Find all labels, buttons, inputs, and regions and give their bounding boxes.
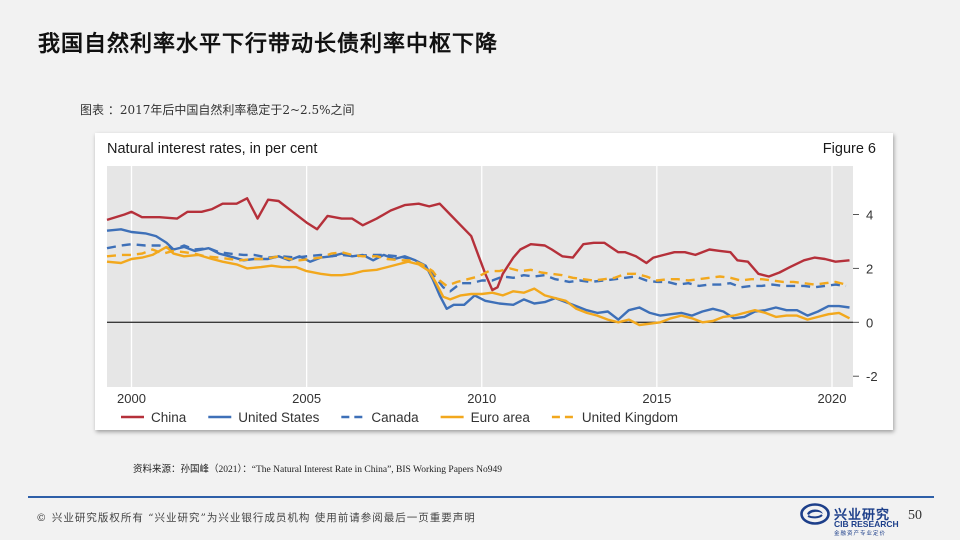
series-line-canada [106,243,847,293]
x-tick-label: 2015 [642,391,671,406]
copyright-notice: © 兴业研究版权所有 “兴业研究”为兴业银行成员机构 使用前请参阅最后一页重要声… [36,512,476,524]
chart-title: Natural interest rates, in per cent [107,141,317,157]
series-line-euro-area [106,245,851,327]
page-number: 50 [908,508,922,523]
plot-background [107,166,853,387]
source-note: 资料来源：孙国峰（2021）：“The Natural Interest Rat… [133,465,502,475]
chart-panel: Natural interest rates, in per cent Figu… [95,133,893,430]
cib-logo-icon [800,503,830,525]
plot-area: -2 0 2 4 2000 2005 2010 2015 2020 [106,166,878,406]
chart-caption: 图表 ：2017年后中国自然利率稳定于2~2.5%之间 [80,103,355,117]
legend-label: Euro area [471,410,531,425]
y-tick-label: 2 [866,261,873,276]
footer-divider [28,496,934,498]
x-tick-label: 2000 [117,391,146,406]
x-tick-label: 2010 [467,391,496,406]
legend: China United States Canada Euro area United … [121,410,678,425]
logo-subtitle: 金融资产专业定价 [834,531,887,537]
line-chart: Natural interest rates, in per cent Figu… [106,141,878,425]
y-tick-label: 0 [866,315,873,330]
legend-label: United States [238,410,319,425]
x-tick-label: 2005 [292,391,321,406]
series-line-united-kingdom [106,248,847,288]
logo-english-name: CIB RESEARCH [834,519,899,529]
slide-title: 我国自然利率水平下行带动长债利率中枢下降 [38,31,499,57]
y-tick-label: -2 [866,369,878,384]
series-line-china [106,197,850,292]
figure-label: Figure 6 [823,141,876,157]
x-tick-label: 2020 [818,391,847,406]
y-tick-label: 4 [866,208,873,223]
logo-chinese-name: 兴业研究 [834,508,891,523]
series-line-united-states [106,228,850,321]
legend-label: China [151,410,187,425]
legend-label: United Kingdom [582,410,678,425]
legend-label: Canada [371,410,419,425]
